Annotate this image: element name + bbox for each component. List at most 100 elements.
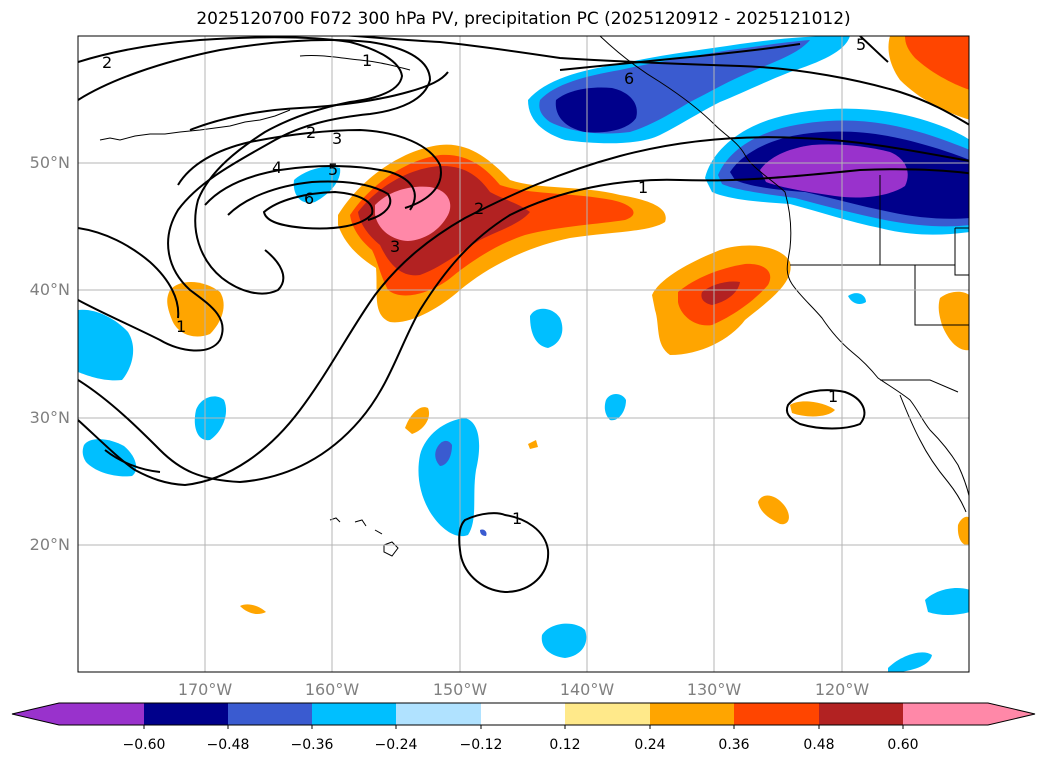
colorbar-ticks [143,725,904,729]
pv-contour-labels: 2 1 2 3 4 5 6 2 3 1 6 5 1 1 1 [102,35,866,528]
hawaiian-islands [329,517,399,557]
precip-patch-tiny [528,440,538,449]
precip-patch-small-core [480,529,487,536]
lon-label: 160°W [304,680,360,699]
lon-label: 130°W [686,680,742,699]
contour-label: 6 [624,69,634,88]
lat-label: 20°N [29,535,70,554]
contour-label: 3 [332,129,342,148]
colorbar-swatch [650,703,735,725]
colorbar-swatch [396,703,481,725]
precip-patch-central-south [604,394,626,421]
pv-contour-south-tail [104,449,161,473]
colorbar-outline [11,702,1036,726]
map-border [77,35,970,673]
precip-patch-california [790,401,835,417]
pv-contours [78,36,969,594]
pv-contour-6 [262,190,374,230]
colorbar-tick-label: −0.48 [206,737,250,753]
map-layers: 2 1 2 3 4 5 6 2 3 1 6 5 1 1 1 [78,35,969,672]
colorbar-tick-label: −0.24 [374,737,418,753]
pv-contour-2-south [78,136,969,487]
gridlines [78,36,969,672]
precip-patch-west [167,281,224,337]
pv-contour-3-inner [177,128,442,209]
lat-label: 40°N [29,280,70,299]
pv-contour-1-south [78,168,969,484]
colorbar-tick-label: −0.36 [290,737,334,753]
precip-patch-hawaii-core [435,440,452,466]
precip-patch-southeast-2 [888,652,932,672]
contour-label: 2 [102,53,112,72]
colorbar-swatch [734,703,819,725]
colorbar-extend-low [12,703,59,725]
colorbar-swatch [819,703,904,725]
positive-anomaly-central-pacific [338,144,666,323]
colorbar-tick-label: 0.48 [803,737,835,753]
contour-label: 3 [390,237,400,256]
contour-label: 1 [176,317,186,336]
colorbar-tick-label: 0.24 [634,737,666,753]
colorbar-tick-label: −0.12 [459,737,503,753]
precip-patch-north [293,166,341,203]
pv-contour-4 [204,165,416,211]
colorbar-swatch [144,703,229,725]
precip-patch-northeast-core [905,36,969,90]
positive-anomaly-small-patches [167,36,969,614]
colorbar-tick-label: 0.60 [887,737,919,753]
positive-anomaly-northeast-pacific [652,245,791,355]
negative-anomaly-small-patches [78,166,969,672]
pv-contour-2-southwest [78,227,180,319]
contour-label: 4 [272,158,282,177]
precip-band-neg-0.48 [555,87,637,133]
pv-contour-3 [189,71,449,131]
precip-patch-southwest [82,439,137,477]
north-america-coast [599,36,969,498]
precip-patch-central [530,308,563,348]
pv-contour-1-west [78,39,432,352]
contour-label: 5 [856,35,866,54]
colorbar-swatch [481,703,566,725]
pv-contour-6-north [559,43,801,71]
precip-patch-south [541,623,587,658]
colorbar-swatch [565,703,650,725]
lat-label: 50°N [29,153,70,172]
colorbar-swatch [59,703,144,725]
precip-patch-hawaii-north [418,418,480,537]
colorbar-swatch [312,703,397,725]
contour-label: 6 [304,189,314,208]
precip-patch-southwest [240,604,266,614]
contour-label: 1 [512,509,522,528]
lon-label: 150°W [432,680,488,699]
precip-patch-southeast [925,588,969,615]
lon-label: 170°W [177,680,233,699]
precip-patch-baja [758,495,789,525]
precip-patch-mid [405,407,430,434]
lon-label: 140°W [559,680,615,699]
lon-label: 120°W [814,680,870,699]
lat-label: 30°N [29,408,70,427]
pv-contour-1-subtropical [458,512,550,594]
state-borders [790,175,969,393]
map-title: 2025120700 F072 300 hPa PV, precipitatio… [196,9,851,29]
precip-patch-far-west [78,309,134,381]
colorbar-tick-label: 0.36 [718,737,750,753]
contour-label: 1 [828,387,838,406]
contour-label: 2 [474,199,484,218]
colorbar-extend-high [988,703,1035,725]
pv-contour-5 [227,180,392,221]
pv-contour-5-north [859,36,889,63]
aleutian-islands [99,109,291,141]
contour-label: 1 [638,178,648,197]
precip-patch-mexico [957,516,969,546]
colorbar-swatch [903,703,988,725]
precip-patch-mainland [848,293,866,304]
colorbar-tick-label: −0.60 [122,737,166,753]
contour-label: 5 [328,160,338,179]
colorbar-tick-label: 0.12 [549,737,581,753]
precip-band-neg-0.60 [760,144,908,198]
pv-contour-1-california [785,389,866,430]
contour-label: 1 [362,51,372,70]
colorbar [11,702,1036,729]
